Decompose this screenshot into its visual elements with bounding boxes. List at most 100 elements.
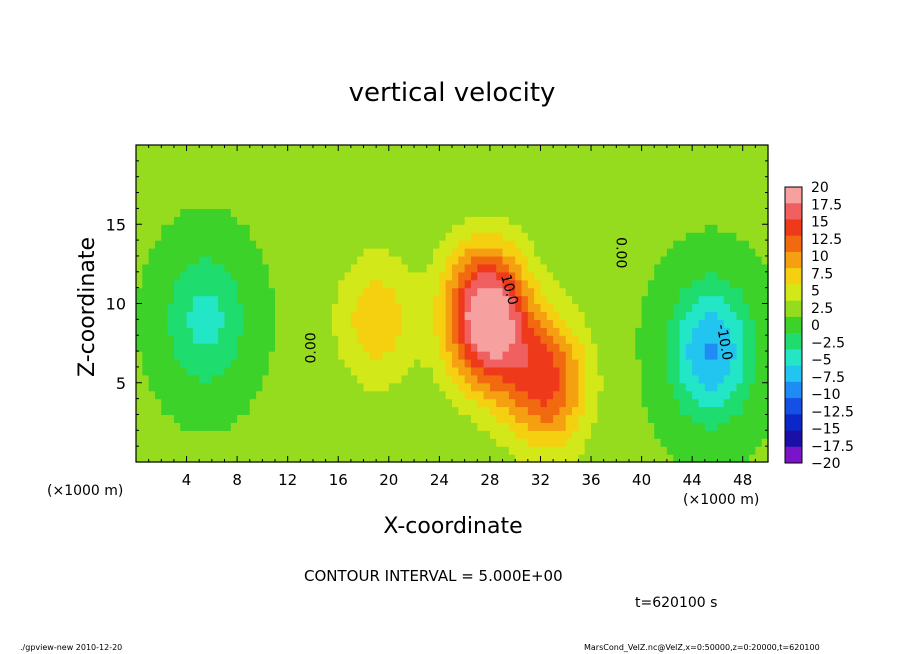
heatmap-cell xyxy=(218,311,226,320)
heatmap-cell xyxy=(376,232,384,241)
heatmap-cell xyxy=(439,414,447,423)
heatmap-cell xyxy=(395,192,403,202)
heatmap-cell xyxy=(591,327,598,336)
heatmap-cell xyxy=(350,152,358,162)
heatmap-cell xyxy=(211,295,219,305)
heatmap-cell xyxy=(679,406,687,416)
heatmap-cell xyxy=(237,319,245,328)
heatmap-cell xyxy=(521,382,529,392)
heatmap-cell xyxy=(742,160,750,170)
heatmap-cell xyxy=(515,168,523,178)
heatmap-cell xyxy=(546,454,554,463)
heatmap-cell xyxy=(761,311,769,320)
heatmap-cell xyxy=(572,200,579,209)
heatmap-cell xyxy=(300,327,308,336)
heatmap-cell xyxy=(610,208,617,217)
heatmap-cell xyxy=(414,263,421,273)
heatmap-cell xyxy=(224,398,232,408)
heatmap-cell xyxy=(142,287,150,297)
heatmap-cell xyxy=(755,240,763,249)
heatmap-cell xyxy=(572,430,579,439)
heatmap-cell xyxy=(395,446,403,455)
heatmap-cell xyxy=(445,382,453,392)
heatmap-cell xyxy=(180,295,188,305)
heatmap-cell xyxy=(603,335,611,344)
heatmap-cell xyxy=(546,271,554,281)
heatmap-cell xyxy=(749,319,756,328)
heatmap-cell xyxy=(331,303,339,313)
heatmap-cell xyxy=(407,390,415,400)
heatmap-cell xyxy=(546,430,554,439)
heatmap-cell xyxy=(344,200,352,209)
heatmap-cell xyxy=(635,311,643,320)
heatmap-cell xyxy=(635,176,643,186)
heatmap-cell xyxy=(654,422,662,431)
heatmap-cell xyxy=(300,248,308,257)
heatmap-cell xyxy=(483,279,491,289)
heatmap-cell xyxy=(211,192,219,202)
heatmap-cell xyxy=(439,430,447,439)
heatmap-cell xyxy=(376,327,384,336)
heatmap-cell xyxy=(641,152,649,162)
heatmap-cell xyxy=(711,335,719,344)
heatmap-cell xyxy=(186,390,194,400)
heatmap-cell xyxy=(527,279,535,289)
heatmap-cell xyxy=(186,319,194,328)
heatmap-cell xyxy=(546,145,554,154)
heatmap-cell xyxy=(205,271,213,281)
heatmap-cell xyxy=(148,184,156,194)
heatmap-cell xyxy=(597,446,605,455)
heatmap-cell xyxy=(628,351,636,360)
heatmap-cell xyxy=(363,390,371,400)
heatmap-cell xyxy=(628,454,636,463)
heatmap-cell xyxy=(395,335,403,344)
heatmap-cell xyxy=(211,240,219,249)
heatmap-cell xyxy=(243,295,251,305)
heatmap-cell xyxy=(761,168,769,178)
heatmap-cell xyxy=(211,255,219,265)
heatmap-cell xyxy=(395,454,403,463)
heatmap-cell xyxy=(584,430,592,439)
heatmap-cell xyxy=(711,248,719,257)
heatmap-cell xyxy=(287,303,295,313)
heatmap-cell xyxy=(616,287,624,297)
heatmap-cell xyxy=(597,382,605,392)
heatmap-cell xyxy=(148,263,156,273)
heatmap-cell xyxy=(312,454,320,463)
heatmap-cell xyxy=(711,351,719,360)
heatmap-cell xyxy=(553,184,561,194)
heatmap-cell xyxy=(401,168,409,178)
heatmap-cell xyxy=(553,200,561,209)
heatmap-cell xyxy=(256,438,263,447)
heatmap-cell xyxy=(407,319,415,328)
heatmap-cell xyxy=(647,200,655,209)
heatmap-cell xyxy=(502,358,510,368)
heatmap-cell xyxy=(344,303,352,313)
heatmap-cell xyxy=(205,446,213,455)
heatmap-cell xyxy=(388,454,396,463)
heatmap-cell xyxy=(161,271,169,281)
heatmap-cell xyxy=(660,406,668,416)
heatmap-cell xyxy=(357,374,365,384)
heatmap-cell xyxy=(616,271,624,281)
heatmap-cell xyxy=(205,145,213,154)
heatmap-cell xyxy=(136,152,143,162)
heatmap-cell xyxy=(173,327,181,336)
heatmap-cell xyxy=(666,160,674,170)
heatmap-cell xyxy=(502,255,510,265)
heatmap-cell xyxy=(616,176,624,186)
heatmap-cell xyxy=(426,454,434,463)
heatmap-cell xyxy=(603,160,611,170)
heatmap-cell xyxy=(211,319,219,328)
heatmap-cell xyxy=(565,335,573,344)
heatmap-cell xyxy=(616,248,624,257)
heatmap-cell xyxy=(382,255,390,265)
heatmap-cell xyxy=(546,311,554,320)
heatmap-cell xyxy=(338,366,346,376)
heatmap-cell xyxy=(749,168,756,178)
heatmap-cell xyxy=(439,438,447,447)
heatmap-cell xyxy=(256,406,263,416)
heatmap-cell xyxy=(319,454,327,463)
heatmap-cell xyxy=(331,351,339,360)
heatmap-cell xyxy=(654,224,662,233)
